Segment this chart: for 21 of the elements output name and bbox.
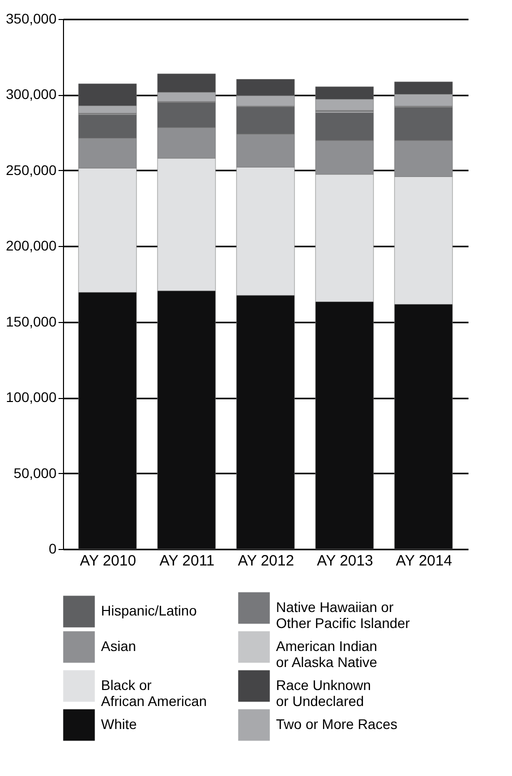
legend-label: Race Unknown or Undeclared [276, 677, 371, 709]
y-tick-label: 100,000 [6, 389, 57, 406]
legend-label: White [101, 716, 137, 732]
legend-label: Two or More Races [276, 716, 398, 732]
legend-label: Hispanic/Latino [101, 602, 197, 619]
y-tick-label: 200,000 [6, 238, 57, 254]
legend-label: Asian [101, 638, 136, 654]
x-tick-label: AY 2012 [238, 552, 294, 570]
x-tick-label: AY 2013 [316, 552, 374, 570]
legend-label: American Indian or Alaska Native [276, 638, 378, 670]
x-tick-label: AY 2010 [80, 552, 136, 570]
y-tick-label: 350,000 [6, 10, 57, 26]
y-tick-label: 250,000 [6, 162, 57, 178]
x-tick-label: AY 2011 [159, 552, 215, 570]
y-tick-label: 0 [48, 540, 57, 556]
x-tick-label: AY 2014 [396, 552, 452, 570]
y-tick-label: 50,000 [14, 464, 57, 481]
legend-label: Native Hawaiian or Other Pacific Islander [276, 599, 410, 631]
y-tick-label: 150,000 [6, 313, 57, 330]
y-tick-label: 300,000 [6, 86, 57, 102]
legend-label: Black or African American [101, 677, 207, 709]
